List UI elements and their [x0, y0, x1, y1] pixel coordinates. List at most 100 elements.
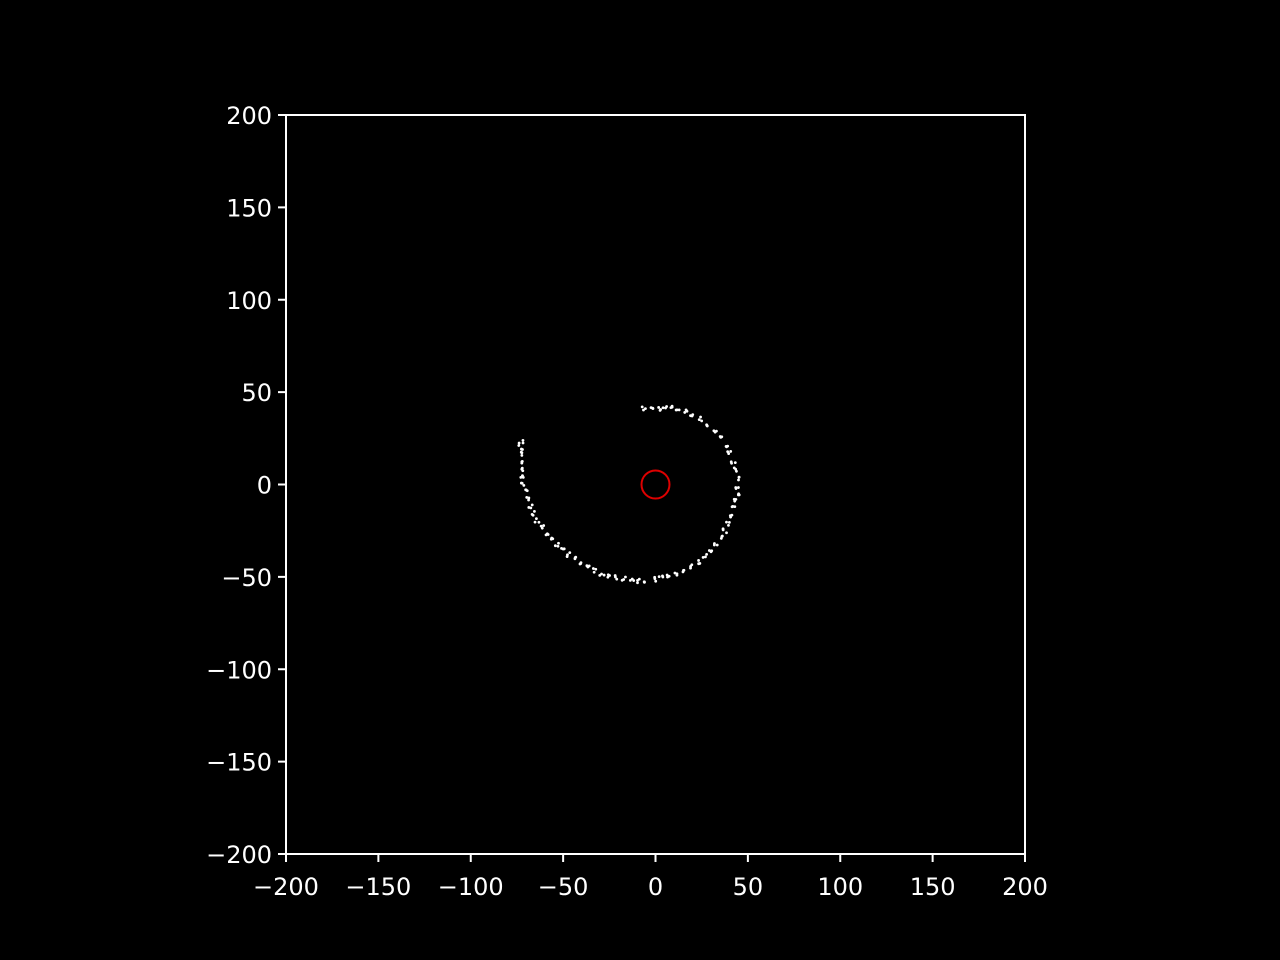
y-tick-label: 150	[226, 194, 272, 222]
scatter-point	[689, 413, 695, 418]
scatter-dot	[519, 450, 523, 454]
scatter-dot	[542, 524, 546, 527]
x-axis-ticks: −200 −150 −100 −50 0 50 100 150 200	[253, 854, 1048, 901]
y-tick-label: 50	[241, 379, 272, 407]
scatter-dot	[529, 506, 533, 510]
scatter-dot	[525, 496, 529, 499]
scatter-dot	[520, 481, 524, 485]
scatter-dot	[674, 408, 678, 412]
y-axis-ticks: −200 −150 −100 −50 0 50 100 150 200	[206, 102, 286, 869]
scatter-dot	[724, 444, 728, 448]
scatter-dot	[729, 450, 733, 453]
x-tick-label: 50	[733, 873, 764, 901]
scatter-dot	[728, 514, 732, 518]
scatter-dot	[556, 544, 560, 548]
scatter-dot	[732, 466, 736, 470]
scatter-dot	[667, 574, 671, 578]
scatter-dot	[524, 488, 528, 492]
scatter-point	[712, 429, 718, 434]
scatter-dot	[670, 404, 674, 408]
scatter-point	[721, 527, 728, 535]
scatter-dot	[608, 574, 611, 577]
scatter-point	[683, 408, 689, 414]
scatter-dot	[690, 563, 694, 567]
scatter-dot	[521, 438, 525, 442]
x-tick-label: 100	[817, 873, 863, 901]
scatter-dot	[657, 406, 661, 409]
scatter-point	[553, 541, 560, 548]
scatter-dot	[733, 461, 737, 465]
scatter-point	[730, 505, 737, 509]
scatter-point	[736, 492, 741, 497]
scatter-dot	[553, 544, 557, 548]
scatter-dot	[721, 528, 725, 532]
scatter-dot	[615, 577, 619, 581]
scatter-dot	[598, 573, 602, 577]
y-tick-label: −100	[206, 656, 272, 684]
scatter-dot	[520, 453, 524, 457]
scatter-dot	[699, 415, 702, 419]
scatter-dot	[579, 561, 583, 564]
scatter-point	[519, 474, 525, 479]
scatter-point	[712, 542, 719, 547]
y-tick-label: 200	[226, 102, 272, 130]
scatter-point	[544, 532, 550, 537]
scatter-point	[701, 552, 709, 559]
scatter-point	[732, 466, 738, 473]
scatter-dot	[725, 531, 728, 535]
y-tick-label: 100	[226, 287, 272, 315]
scatter-point	[673, 571, 679, 577]
scatter-dot	[537, 520, 541, 524]
scatter-point	[598, 572, 606, 577]
scatter-dot	[737, 486, 740, 489]
y-tick-label: −50	[221, 564, 272, 592]
scatter-dot	[715, 543, 719, 547]
x-tick-label: −100	[438, 873, 504, 901]
scatter-point	[719, 534, 724, 540]
scatter-point	[724, 444, 730, 449]
scatter-dot	[684, 408, 688, 412]
scatter-dot	[642, 408, 645, 412]
scatter-dot	[574, 555, 578, 559]
scatter-point	[661, 405, 669, 410]
scatter-dot	[658, 408, 662, 412]
scatter-dot	[697, 562, 701, 566]
scatter-point	[697, 559, 702, 566]
scatter-dot	[737, 478, 740, 482]
scatter-dot	[726, 450, 730, 454]
scatter-point	[628, 577, 636, 582]
scatter-dot	[651, 406, 655, 410]
scatter-dot	[697, 559, 700, 562]
scatter-point	[653, 575, 658, 583]
x-tick-label: −150	[345, 873, 411, 901]
scatter-point	[620, 575, 627, 582]
scatter-dot	[636, 578, 639, 582]
scatter-dot	[533, 509, 536, 513]
scatter-dot	[530, 503, 534, 507]
center-marker	[640, 469, 671, 500]
scatter-dot	[606, 575, 610, 579]
scatter-point	[689, 563, 694, 570]
scatter-point	[726, 450, 733, 455]
scatter-dot	[539, 524, 543, 528]
scatter-dot	[557, 541, 560, 545]
y-tick-label: −150	[206, 749, 272, 777]
x-tick-label: −200	[253, 873, 319, 901]
scatter-point	[732, 497, 738, 503]
scatter-dot	[732, 497, 736, 501]
scatter-point	[681, 568, 686, 574]
scatter-dot	[661, 406, 665, 410]
scatter-point	[525, 496, 531, 502]
scatter-dot	[522, 483, 526, 487]
scatter-point	[697, 415, 704, 423]
scatter-point	[578, 561, 583, 566]
scatter-dot	[521, 475, 525, 479]
scatter-dot	[734, 487, 738, 490]
scatter-dot	[586, 565, 590, 569]
x-tick-label: 200	[1002, 873, 1048, 901]
scatter-dot	[690, 414, 694, 418]
scatter-point	[585, 564, 591, 569]
scatter-point	[642, 580, 646, 584]
scatter-dot	[527, 496, 531, 500]
scatter-point	[728, 513, 734, 519]
